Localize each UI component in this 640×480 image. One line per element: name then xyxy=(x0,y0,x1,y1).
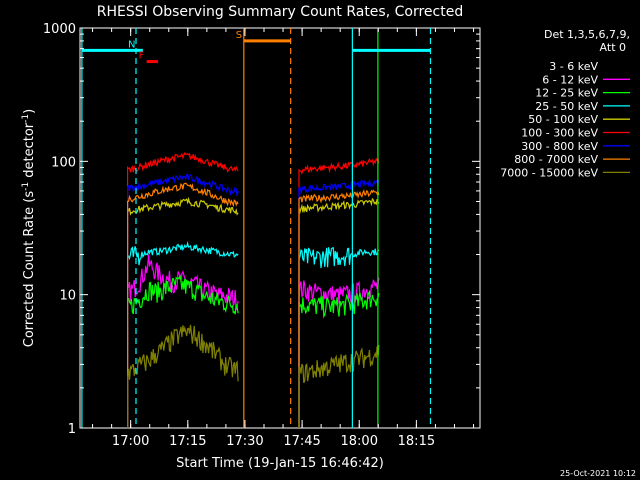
series-line-300-800-kev xyxy=(127,173,380,428)
series-line-50-100-kev xyxy=(127,196,380,428)
legend-label-12-25-kev: 12 - 25 keV xyxy=(535,87,598,100)
legend-label-800-7000-kev: 800 - 7000 keV xyxy=(514,153,598,166)
legend-label-6-12-kev: 6 - 12 keV xyxy=(542,73,598,86)
x-axis-label: Start Time (19-Jan-15 16:46:42) xyxy=(176,456,384,471)
legend-label-100-300-kev: 100 - 300 keV xyxy=(521,127,598,140)
x-tick-label: 18:00 xyxy=(341,434,378,449)
x-tick-label: 17:30 xyxy=(226,434,263,449)
x-tick-label: 17:15 xyxy=(169,434,206,449)
y-axis-label-mid: detector xyxy=(22,122,37,182)
legend-label-50-100-kev: 50 - 100 keV xyxy=(528,113,598,126)
y-axis-label: Corrected Count Rate (s-1 detector-1) xyxy=(21,109,37,347)
timestamp: 25-Oct-2021 10:12 xyxy=(560,469,636,478)
chart-title: RHESSI Observing Summary Count Rates, Co… xyxy=(97,4,463,20)
x-tick-label: 18:15 xyxy=(398,434,435,449)
series-line-25-50-kev xyxy=(127,240,380,428)
flag-label-s: S xyxy=(236,30,242,41)
series-line-6-12-kev xyxy=(127,254,380,428)
plot-area-frame xyxy=(79,27,481,429)
series-line-7000-15000-kev xyxy=(127,324,380,428)
series-line-100-300-kev xyxy=(127,151,380,428)
y-tick-label: 1 xyxy=(68,422,76,437)
series-line-12-25-kev xyxy=(127,275,380,428)
y-axis-label-end: ) xyxy=(22,109,37,114)
y-axis-label-sup2: -1 xyxy=(21,114,31,123)
y-axis-label-main: Corrected Count Rate (s xyxy=(22,191,37,348)
plot-marks: S NF xyxy=(81,28,432,428)
y-tick-label: 100 xyxy=(51,155,76,170)
legend-header-line-1: Det 1,3,5,6,7,9, xyxy=(544,28,630,41)
x-tick-label: 17:45 xyxy=(283,434,320,449)
legend-label-300-800-kev: 300 - 800 keV xyxy=(521,140,598,153)
series-line-800-7000-kev xyxy=(127,182,380,428)
legend-header-line-2: Att 0 xyxy=(600,41,626,54)
legend-label-25-50-kev: 25 - 50 keV xyxy=(535,100,598,113)
legend-label-7000-15000-kev: 7000 - 15000 keV xyxy=(500,166,598,179)
y-axis-label-sup1: -1 xyxy=(21,182,31,191)
y-tick-label: 10 xyxy=(59,289,76,304)
legend-label-3-6-kev: 3 - 6 keV xyxy=(549,60,598,73)
y-tick-label: 1000 xyxy=(43,22,76,37)
x-tick-label: 17:00 xyxy=(112,434,149,449)
flag-label-f: F xyxy=(139,51,145,62)
flag-label-n: N xyxy=(128,39,135,50)
axes-group: 17:00 17:15 17:30 17:45 18:00 18:15 1 10 100 1000 xyxy=(43,22,480,449)
